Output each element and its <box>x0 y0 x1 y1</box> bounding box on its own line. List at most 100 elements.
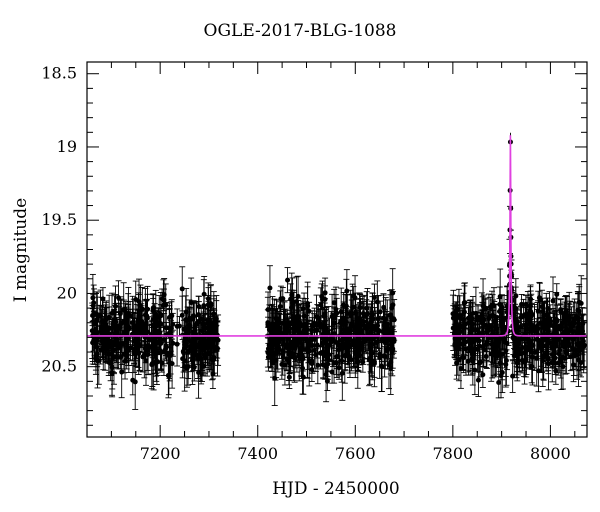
point-marker <box>305 348 311 354</box>
point-marker <box>312 320 318 326</box>
point-marker <box>188 300 194 306</box>
point-marker <box>300 365 306 371</box>
point-marker <box>390 302 396 308</box>
point-marker <box>109 364 115 370</box>
point-marker <box>309 327 315 333</box>
data-point <box>191 353 198 382</box>
point-marker <box>201 324 207 330</box>
point-marker <box>147 336 153 342</box>
point-marker <box>179 312 185 318</box>
point-marker <box>110 341 116 347</box>
point-marker <box>350 293 356 299</box>
point-marker <box>386 362 392 368</box>
data-point <box>126 317 133 339</box>
data-point <box>174 321 181 367</box>
point-marker <box>135 317 141 323</box>
point-marker <box>339 370 345 376</box>
point-marker <box>155 340 161 346</box>
point-marker <box>355 359 361 365</box>
point-marker <box>280 296 286 302</box>
point-marker <box>152 327 158 333</box>
point-marker <box>180 348 186 354</box>
point-marker <box>214 337 220 343</box>
point-marker <box>170 340 176 346</box>
point-marker <box>286 374 292 380</box>
chart-title: OGLE-2017-BLG-1088 <box>203 21 397 41</box>
data-point <box>185 311 192 348</box>
point-marker <box>300 323 306 329</box>
point-marker <box>384 336 390 342</box>
point-marker <box>126 325 132 331</box>
point-marker <box>194 321 200 327</box>
point-marker <box>119 369 125 375</box>
data-point <box>195 295 202 318</box>
data-point <box>159 288 166 310</box>
data-point <box>153 339 160 385</box>
point-marker <box>99 318 105 324</box>
point-marker <box>163 302 169 308</box>
data-point <box>166 302 173 354</box>
point-marker <box>374 299 380 305</box>
point-marker <box>296 353 302 359</box>
point-marker <box>174 341 180 347</box>
data-point <box>135 292 142 348</box>
data-point <box>196 329 203 358</box>
point-marker <box>145 306 151 312</box>
point-marker <box>387 312 393 318</box>
point-marker <box>140 354 146 360</box>
point-marker <box>475 377 481 383</box>
point-marker <box>109 310 115 316</box>
point-marker <box>207 338 213 344</box>
data-point <box>179 266 186 312</box>
point-marker <box>309 367 315 373</box>
point-marker <box>267 285 273 291</box>
point-marker <box>196 304 202 310</box>
point-marker <box>280 354 286 360</box>
point-marker <box>112 323 118 329</box>
point-marker <box>133 296 139 302</box>
point-marker <box>341 319 347 325</box>
data-point <box>199 347 206 382</box>
point-marker <box>196 340 202 346</box>
data-point <box>185 347 192 386</box>
point-marker <box>105 338 111 344</box>
data-point <box>122 343 129 380</box>
point-marker <box>329 313 335 319</box>
point-marker <box>338 309 344 315</box>
point-marker <box>353 310 359 316</box>
point-marker <box>176 323 182 329</box>
point-marker <box>323 372 329 378</box>
point-marker <box>132 379 138 385</box>
point-marker <box>346 344 352 350</box>
point-marker <box>159 296 165 302</box>
point-marker <box>166 325 172 331</box>
point-marker <box>167 360 173 366</box>
point-marker <box>359 341 365 347</box>
point-marker <box>350 338 356 344</box>
point-marker <box>315 362 321 368</box>
point-marker <box>154 359 160 365</box>
point-marker <box>132 328 138 334</box>
data-point <box>165 356 172 396</box>
data-point <box>207 285 214 327</box>
point-marker <box>115 345 121 351</box>
data-point <box>210 320 217 342</box>
data-point <box>109 326 116 361</box>
point-marker <box>289 292 295 298</box>
point-marker <box>367 323 373 329</box>
point-marker <box>185 326 191 332</box>
data-point <box>131 313 138 350</box>
data-point <box>162 338 169 360</box>
point-marker <box>290 339 296 345</box>
point-marker <box>361 313 367 319</box>
point-marker <box>138 331 144 337</box>
point-marker <box>121 318 127 324</box>
point-marker <box>91 300 97 306</box>
point-marker <box>285 277 291 283</box>
data-point <box>284 267 291 294</box>
point-marker <box>268 329 274 335</box>
point-marker <box>191 364 197 370</box>
point-marker <box>94 330 100 336</box>
point-marker <box>117 323 123 329</box>
